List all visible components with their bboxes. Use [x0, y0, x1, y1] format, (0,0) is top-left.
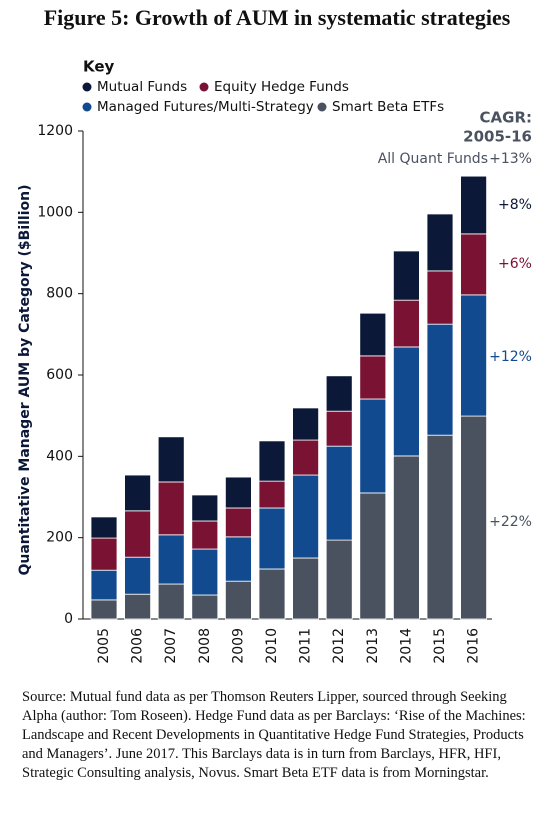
y-tick-label: 600 [46, 367, 73, 383]
bar-segment [191, 548, 219, 596]
bar-segment [292, 474, 320, 559]
bar-segment [191, 494, 219, 522]
bar-segment [392, 455, 420, 620]
bar-segment [392, 250, 420, 301]
x-tick-label: 2006 [130, 628, 146, 664]
bar-segment [460, 294, 488, 417]
x-tick-label: 2015 [432, 628, 448, 664]
bar-segment [325, 375, 353, 412]
annotation: +13% [489, 151, 532, 167]
y-tick-label: 800 [46, 286, 73, 302]
bar-segment [426, 323, 454, 436]
bar-segment [191, 520, 219, 550]
bar-segment [191, 594, 219, 620]
annotation: 2005-16 [463, 128, 532, 146]
legend-title: Key [83, 58, 115, 76]
bar-segment [90, 599, 118, 620]
bar-segment [359, 312, 387, 357]
x-tick-label: 2010 [264, 628, 280, 664]
annotation: CAGR: [480, 109, 532, 127]
bar-segment [258, 568, 286, 620]
bar-segment [224, 580, 252, 620]
annotation: +6% [498, 256, 532, 272]
x-tick-label: 2011 [298, 628, 314, 664]
chart: Figure 5: Growth of AUM in systematic st… [17, 5, 532, 664]
legend-marker [199, 82, 209, 92]
bar-segment [292, 557, 320, 620]
bar-segment [224, 507, 252, 538]
annotation: +22% [489, 514, 532, 530]
legend-label: Mutual Funds [97, 79, 187, 95]
y-tick-label: 200 [46, 530, 73, 546]
x-tick-label: 2012 [331, 628, 347, 664]
legend-label: Equity Hedge Funds [214, 79, 349, 95]
x-tick-label: 2005 [96, 628, 112, 664]
bar-segment [292, 439, 320, 476]
bar-segment [460, 415, 488, 620]
bar-segment [258, 440, 286, 482]
y-axis-label: Quantitative Manager AUM by Category ($B… [17, 184, 33, 575]
bar-segment [124, 556, 151, 595]
x-tick-label: 2013 [365, 628, 381, 664]
bar-segment [157, 534, 185, 585]
legend-marker [317, 102, 327, 112]
bar-segment [426, 213, 454, 272]
bar-segment [325, 410, 353, 447]
bar-segment [359, 355, 387, 400]
legend-label: Smart Beta ETFs [332, 99, 444, 115]
bar-segment [124, 593, 151, 620]
annotation: +12% [489, 349, 532, 365]
x-tick-label: 2016 [466, 628, 482, 664]
legend-marker [82, 82, 92, 92]
bar-segment [90, 569, 118, 601]
source-note: Source: Mutual fund data as per Thomson … [22, 689, 526, 781]
bar-segment [157, 583, 185, 620]
bar-segment [90, 537, 118, 571]
bar-segment [392, 346, 420, 457]
bar-segment [292, 407, 320, 441]
bar-segment [224, 476, 252, 509]
bar-segment [460, 175, 488, 235]
bar-segment [325, 445, 353, 541]
annotation: All Quant Funds [378, 151, 488, 167]
bar-segment [325, 539, 353, 620]
bar-segment [392, 299, 420, 348]
bar-segment [258, 480, 286, 509]
bar-segment [426, 270, 454, 325]
x-tick-label: 2014 [398, 628, 414, 664]
y-tick-label: 1000 [37, 204, 73, 220]
y-tick-label: 1200 [37, 123, 73, 139]
bar-segment [124, 510, 151, 558]
legend-marker [82, 102, 92, 112]
bar-segment [359, 398, 387, 494]
annotation: +8% [498, 197, 532, 213]
bar-segment [157, 481, 185, 536]
bar-segment [359, 492, 387, 620]
bar-segment [258, 507, 286, 570]
chart-title: Figure 5: Growth of AUM in systematic st… [44, 5, 511, 30]
x-tick-label: 2007 [163, 628, 179, 664]
y-tick-label: 400 [46, 448, 73, 464]
bar-segment [90, 516, 118, 539]
bar-segment [426, 434, 454, 620]
x-tick-label: 2008 [197, 628, 213, 664]
bar-segment [224, 536, 252, 582]
legend-label: Managed Futures/Multi-Strategy [97, 99, 314, 115]
bar-segment [124, 474, 151, 512]
bar-segment [157, 436, 185, 483]
y-tick-label: 0 [64, 611, 73, 627]
x-tick-label: 2009 [230, 628, 246, 664]
bar-segment [460, 233, 488, 296]
